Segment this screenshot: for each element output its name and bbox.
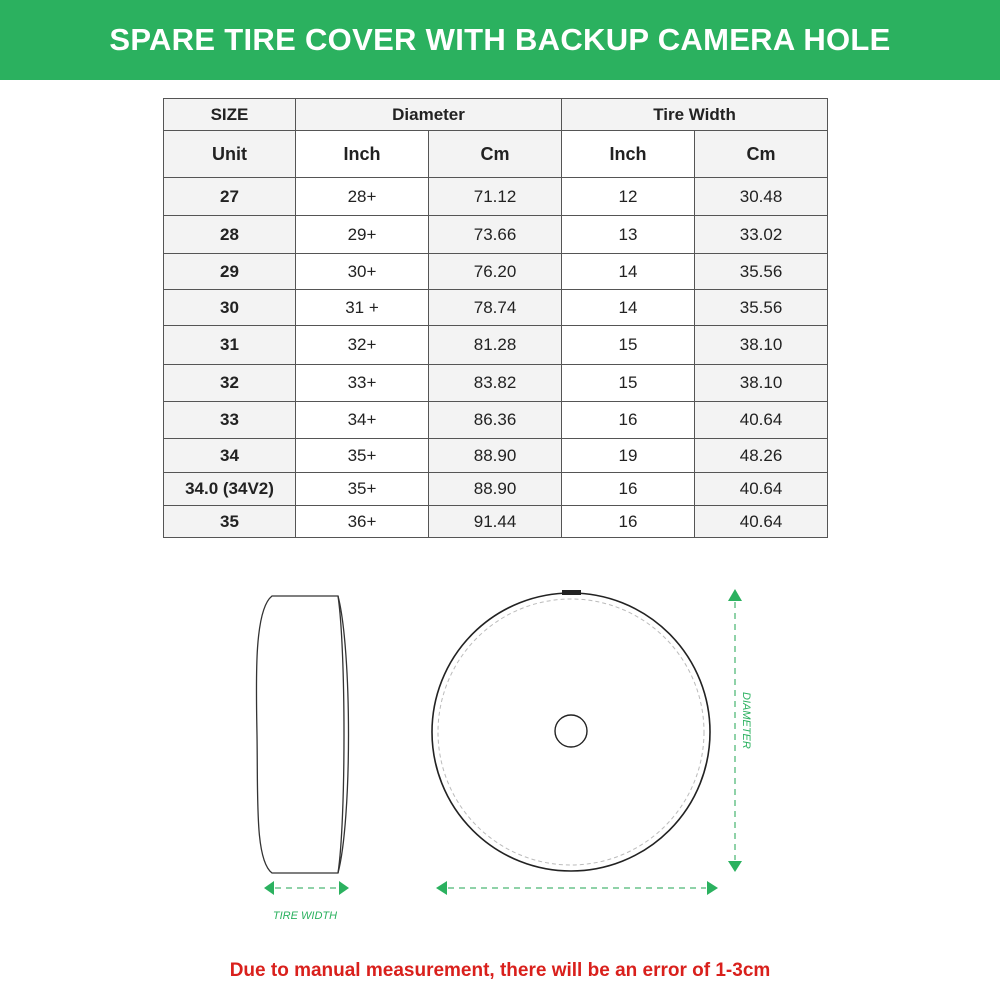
table-row: 28 29+ 73.66 13 33.02 — [163, 215, 829, 254]
width-cm-cell: 33.02 — [694, 215, 829, 254]
camera-slot — [562, 590, 581, 595]
table-row: 34 35+ 88.90 19 48.26 — [163, 438, 829, 473]
diameter-inch-cell: 29+ — [295, 215, 429, 254]
width-cm-cell: 40.64 — [694, 401, 829, 439]
width-cm-cell: 38.10 — [694, 364, 829, 402]
diameter-vertical-arrow — [728, 589, 742, 872]
header-diameter: Diameter — [294, 98, 563, 131]
width-cm-cell: 40.64 — [694, 505, 829, 538]
width-cm-cell: 30.48 — [694, 177, 829, 216]
size-unit-cell: 27 — [163, 177, 296, 216]
diameter-horizontal-arrow — [436, 881, 718, 895]
size-unit-cell: 29 — [163, 253, 296, 290]
diameter-inch-cell: 28+ — [295, 177, 429, 216]
front-view-tire — [431, 590, 711, 872]
header-unit: Unit — [163, 130, 296, 178]
width-inch-cell: 16 — [561, 472, 696, 506]
width-inch-cell: 15 — [561, 325, 696, 365]
table-row: 27 28+ 71.12 12 30.48 — [163, 177, 829, 216]
size-unit-cell: 34 — [163, 438, 296, 473]
width-inch-cell: 16 — [561, 505, 696, 538]
table-row: 30 31 +78.74 14 35.56 — [163, 289, 829, 326]
diameter-cm-cell: 86.36 — [427, 401, 563, 439]
header-width-cm: Cm — [694, 130, 829, 178]
size-unit-cell: 33 — [163, 401, 296, 439]
diameter-cm-cell: 88.90 — [427, 438, 563, 473]
diameter-cm-cell: 73.66 — [427, 215, 563, 254]
camera-hole-icon — [554, 714, 588, 748]
size-table: SIZE Diameter Tire Width Unit Inch Cm In… — [163, 98, 829, 538]
tire-width-arrow — [264, 881, 349, 895]
side-view-tire — [255, 595, 350, 874]
diameter-label: DIAMETER — [740, 692, 752, 749]
width-cm-cell: 40.64 — [694, 472, 829, 506]
page-title: SPARE TIRE COVER WITH BACKUP CAMERA HOLE — [109, 22, 891, 57]
width-cm-cell: 38.10 — [694, 325, 829, 365]
width-inch-cell: 14 — [561, 253, 696, 290]
table-row: 35 36+ 91.44 16 40.64 — [163, 505, 829, 538]
diameter-cm-cell: 83.82 — [427, 364, 563, 402]
header-tire-width: Tire Width — [561, 98, 829, 131]
diameter-inch-cell: 36+ — [295, 505, 429, 538]
width-inch-cell: 15 — [561, 364, 696, 402]
width-inch-cell: 12 — [561, 177, 696, 216]
diameter-inch-cell: 32+ — [295, 325, 429, 365]
size-unit-cell: 34.0 (34V2) — [163, 472, 296, 506]
size-unit-cell: 30 — [163, 289, 296, 326]
size-unit-cell: 35 — [163, 505, 296, 538]
table-row: 33 34+ 86.36 16 40.64 — [163, 401, 829, 439]
diameter-cm-cell: 71.12 — [427, 177, 563, 216]
diameter-cm-cell: 91.44 — [427, 505, 563, 538]
size-unit-cell: 28 — [163, 215, 296, 254]
diameter-inch-cell: 35+ — [295, 472, 429, 506]
width-cm-cell: 48.26 — [694, 438, 829, 473]
measurement-note: Due to manual measurement, there will be… — [229, 960, 771, 981]
table-row: 29 30+ 76.20 14 35.56 — [163, 253, 829, 290]
header-size: SIZE — [163, 98, 296, 131]
tire-width-label: TIRE WIDTH — [273, 910, 337, 922]
width-inch-cell: 13 — [561, 215, 696, 254]
header-diameter-cm: Cm — [427, 130, 563, 178]
size-unit-cell: 31 — [163, 325, 296, 365]
header-width-inch: Inch — [561, 130, 696, 178]
sub-header-row: Unit Inch Cm Inch Cm — [163, 130, 829, 178]
width-cm-cell: 35.56 — [694, 289, 829, 326]
header-diameter-inch: Inch — [295, 130, 429, 178]
diameter-cm-cell: 78.74 — [427, 289, 563, 326]
diameter-inch-cell: 30+ — [295, 253, 429, 290]
table-row: 31 32+ 81.28 15 38.10 — [163, 325, 829, 365]
width-cm-cell: 35.56 — [694, 253, 829, 290]
diameter-cm-cell: 76.20 — [427, 253, 563, 290]
title-banner: SPARE TIRE COVER WITH BACKUP CAMERA HOLE — [0, 0, 1000, 80]
size-unit-cell: 32 — [163, 364, 296, 402]
group-header-row: SIZE Diameter Tire Width — [163, 98, 829, 131]
table-row: 32 33+ 83.82 15 38.10 — [163, 364, 829, 402]
